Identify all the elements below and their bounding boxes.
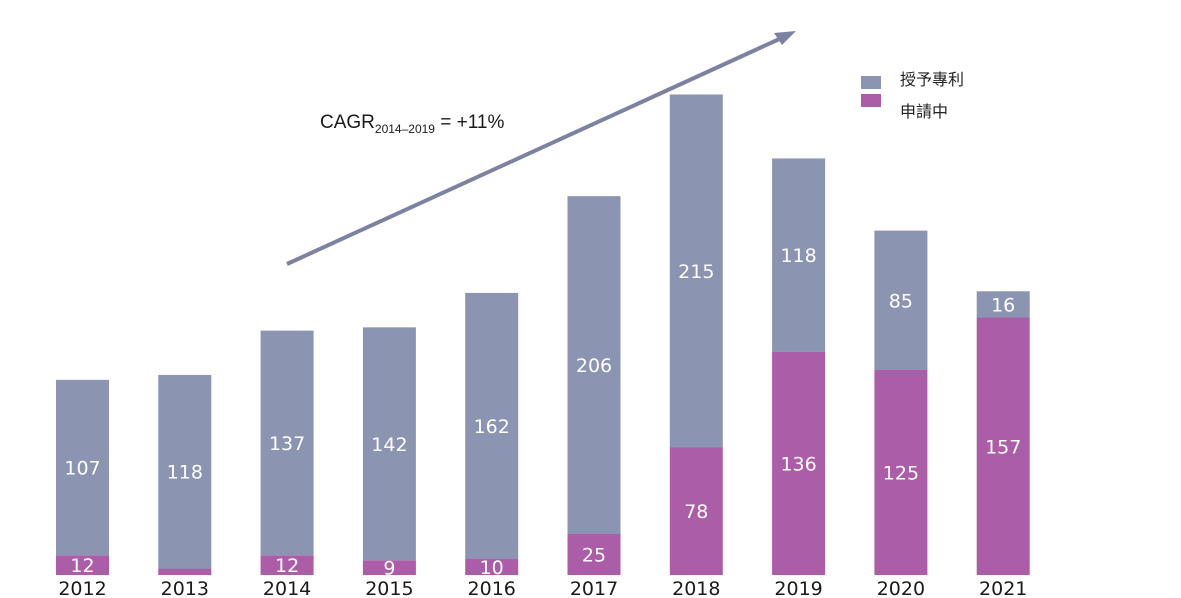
x-tick-label-2016: 2016 — [468, 578, 516, 598]
x-tick-label-2018: 2018 — [672, 578, 720, 598]
value-label-pending-2019: 136 — [780, 453, 816, 475]
x-tick-label-2021: 2021 — [979, 578, 1027, 598]
x-tick-label-2014: 2014 — [263, 578, 311, 598]
value-label-pending-2012: 12 — [70, 555, 94, 577]
value-label-granted-2015: 142 — [371, 434, 407, 456]
x-tick-label-2012: 2012 — [58, 578, 106, 598]
legend-swatch-pending — [861, 94, 881, 107]
value-label-granted-2013: 118 — [167, 462, 203, 484]
legend: 授予專利 申請中 — [861, 70, 964, 121]
x-tick-label-2017: 2017 — [570, 578, 618, 598]
cagr-value: = +11% — [435, 112, 504, 133]
x-axis-labels: 2012 2013 2014 2015 2016 2017 2018 2019 2020 2021 — [58, 578, 1027, 598]
value-label-granted-2019: 118 — [780, 245, 816, 267]
value-label-granted-2016: 162 — [474, 416, 510, 438]
cagr-main: CAGR — [320, 112, 375, 133]
value-label-pending-2017: 25 — [582, 545, 606, 567]
bars-layer — [56, 94, 1030, 575]
value-label-granted-2014: 137 — [269, 433, 305, 455]
legend-swatch-granted — [861, 76, 881, 89]
value-label-pending-2014: 12 — [275, 555, 299, 577]
legend-label-pending: 申請中 — [900, 102, 948, 121]
value-label-pending-2021: 157 — [985, 436, 1021, 458]
bar-segment-pending-2013 — [158, 568, 211, 575]
value-label-pending-2016: 10 — [480, 557, 504, 579]
value-label-pending-2015: 9 — [383, 558, 395, 580]
value-label-granted-2018: 215 — [678, 261, 714, 283]
x-tick-label-2015: 2015 — [365, 578, 413, 598]
value-label-granted-2020: 85 — [889, 290, 913, 312]
value-label-pending-2018: 78 — [684, 501, 708, 523]
x-tick-label-2013: 2013 — [161, 578, 209, 598]
x-tick-label-2020: 2020 — [877, 578, 925, 598]
cagr-subscript: 2014–2019 — [375, 122, 435, 136]
cagr-label: CAGR2014–2019 = +11% — [320, 112, 504, 136]
value-label-granted-2012: 107 — [64, 458, 100, 480]
value-label-granted-2017: 206 — [576, 355, 612, 377]
x-tick-label-2019: 2019 — [774, 578, 822, 598]
value-label-granted-2021: 16 — [991, 294, 1015, 316]
legend-label-granted: 授予專利 — [900, 70, 964, 89]
value-label-pending-2020: 125 — [883, 463, 919, 485]
